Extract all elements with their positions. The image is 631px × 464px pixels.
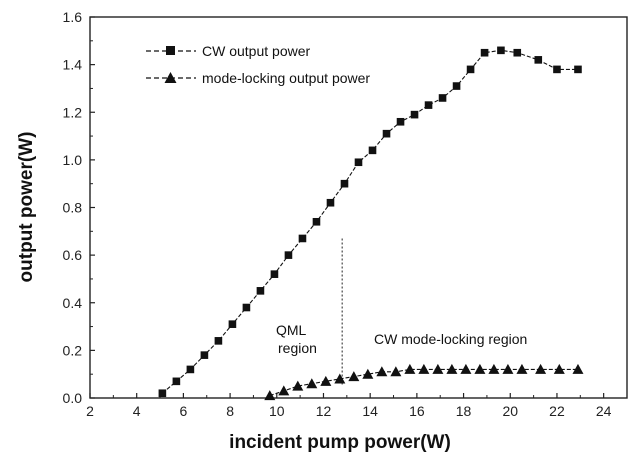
data-point-square [228, 320, 237, 328]
data-point-square [354, 158, 363, 167]
y-axis-title: output power(W) [16, 132, 37, 283]
data-point-square [326, 198, 335, 207]
data-point-square [497, 46, 505, 55]
data-point-square [186, 365, 195, 374]
data-point-triangle [362, 368, 374, 379]
x-tick-label: 16 [409, 403, 425, 419]
data-point-square [424, 101, 433, 109]
x-tick-label: 6 [179, 403, 187, 419]
legend-label-cw: CW output power [202, 43, 310, 59]
data-point-triangle [376, 366, 388, 377]
y-tick-label: 1.0 [63, 152, 83, 168]
legend-label-mode-locking: mode-locking output power [202, 70, 370, 86]
data-point-triangle [516, 363, 528, 374]
y-tick-label: 0.0 [63, 390, 83, 406]
data-point-triangle [418, 363, 430, 374]
x-tick-label: 24 [596, 403, 612, 419]
data-point-triangle [474, 363, 486, 374]
y-tick-label: 1.4 [63, 57, 83, 73]
x-tick-label: 14 [362, 403, 378, 419]
x-tick-label: 8 [226, 403, 234, 419]
cw-mode-locking-region-label: CW mode-locking region [374, 331, 527, 347]
data-point-triangle [535, 363, 547, 374]
data-point-square [574, 65, 582, 74]
x-tick-label: 20 [502, 403, 518, 419]
series-cw-output-power [158, 46, 582, 398]
data-point-square [270, 270, 279, 278]
data-point-square [284, 251, 293, 259]
data-point-square [158, 389, 167, 398]
data-point-square [312, 217, 321, 226]
x-tick-label: 18 [456, 403, 472, 419]
x-axis-ticks: 2 4 6 8 10 12 14 16 18 20 22 24 [86, 393, 612, 419]
qml-label-line2: region [278, 340, 317, 356]
data-point-square [534, 56, 543, 64]
series-mode-locking-output-power [264, 363, 584, 401]
series-line [269, 368, 578, 397]
data-point-square [298, 234, 307, 243]
x-tick-label: 2 [86, 403, 94, 419]
data-point-triangle [446, 363, 458, 374]
data-point-square [340, 179, 349, 188]
x-tick-label: 22 [549, 403, 565, 419]
data-point-square [242, 303, 251, 312]
annotations: QML region CW mode-locking region [276, 238, 527, 387]
data-point-triangle [278, 385, 290, 396]
x-tick-label: 10 [269, 403, 285, 419]
data-point-square [382, 129, 391, 138]
data-point-triangle [488, 363, 500, 374]
data-point-square [438, 94, 447, 102]
data-point-square [513, 48, 522, 57]
y-tick-label: 0.8 [63, 200, 83, 216]
data-point-square [396, 117, 405, 126]
y-axis-ticks: 0.0 0.2 0.4 0.6 0.8 1.0 1.2 1.4 1.6 [63, 9, 95, 406]
data-point-triangle [572, 363, 584, 374]
data-point-square [256, 287, 265, 295]
y-tick-label: 0.4 [63, 295, 83, 311]
data-point-triangle [390, 366, 402, 377]
data-point-square [214, 337, 223, 345]
y-tick-label: 0.2 [63, 342, 83, 358]
data-point-square [200, 351, 209, 359]
data-point-square [452, 82, 461, 90]
data-point-square [172, 377, 181, 386]
data-point-triangle [264, 390, 276, 401]
data-point-triangle [502, 363, 514, 374]
x-axis-title: incident pump power(W) [229, 432, 451, 453]
data-point-triangle [432, 363, 444, 374]
legend: CW output power mode-locking output powe… [146, 43, 370, 86]
y-tick-label: 1.6 [63, 9, 83, 25]
data-point-square [410, 110, 419, 119]
data-point-square [480, 48, 489, 57]
y-tick-label: 1.2 [63, 104, 83, 120]
data-point-triangle [292, 380, 304, 391]
data-point-triangle [553, 363, 565, 374]
data-point-triangle [460, 363, 472, 374]
data-point-triangle [334, 373, 346, 384]
data-point-triangle [348, 371, 360, 382]
data-point-triangle [320, 375, 332, 386]
x-tick-label: 4 [133, 403, 141, 419]
legend-marker-square [166, 46, 175, 55]
legend-marker-triangle [164, 72, 177, 83]
data-point-square [368, 146, 377, 155]
data-point-triangle [306, 378, 318, 389]
series-layer [158, 46, 584, 401]
data-point-square [466, 65, 475, 74]
data-point-square [553, 65, 561, 74]
x-tick-label: 12 [316, 403, 332, 419]
qml-label-line1: QML [276, 322, 307, 338]
y-tick-label: 0.6 [63, 247, 83, 263]
data-point-triangle [404, 363, 416, 374]
